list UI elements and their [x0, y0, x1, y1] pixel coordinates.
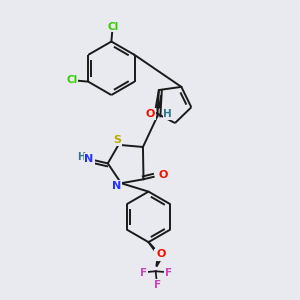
Text: O: O	[146, 109, 155, 119]
Text: N: N	[84, 154, 94, 164]
Text: N: N	[112, 181, 121, 190]
Text: H: H	[77, 152, 85, 162]
Text: H: H	[164, 109, 172, 119]
Text: F: F	[165, 268, 172, 278]
Text: Cl: Cl	[66, 75, 77, 85]
Text: S: S	[113, 135, 121, 145]
Text: O: O	[159, 170, 168, 180]
Text: O: O	[156, 249, 166, 259]
Text: Cl: Cl	[107, 22, 118, 32]
Text: O: O	[155, 250, 164, 260]
Text: F: F	[154, 280, 161, 290]
Text: F: F	[140, 268, 147, 278]
